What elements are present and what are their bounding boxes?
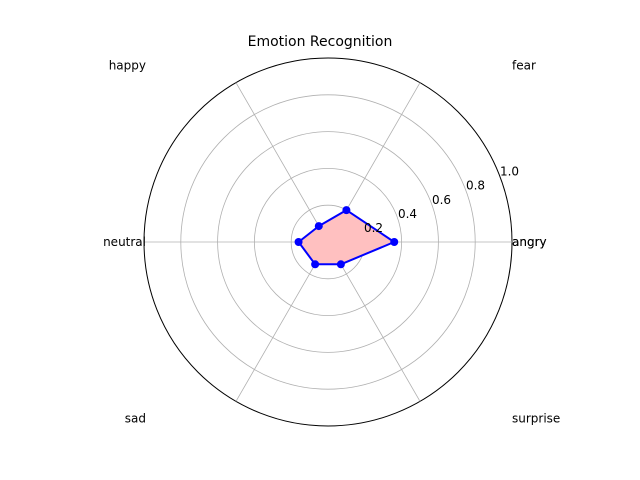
category-label-happy: happy: [109, 58, 146, 72]
category-label-surprise: surprise: [512, 412, 560, 426]
data-point-surprise: [336, 260, 345, 269]
category-label-angry: angry: [512, 235, 547, 249]
data-point-angry: [390, 238, 399, 246]
series-fill: [298, 210, 395, 265]
data-point-sad: [311, 260, 320, 269]
grid-spoke: [235, 241, 329, 402]
grid-layer: [143, 57, 513, 427]
label-layer: 0.2 0.4 0.6 0.8 1.0 angry fear happy neutral sad s…: [103, 58, 560, 425]
data-point-fear: [342, 206, 351, 215]
data-point-neutral: [294, 238, 303, 246]
data-layer: [294, 206, 399, 269]
r-tick-label: 0.8: [466, 179, 485, 193]
data-point-happy: [314, 222, 323, 231]
r-tick-label: 0.2: [364, 221, 383, 235]
r-tick-label: 0.4: [398, 207, 417, 221]
category-label-sad: sad: [125, 412, 146, 426]
category-label-neutral: neutral: [103, 235, 146, 249]
closing-category-label: angry: [512, 235, 547, 249]
category-label-fear: fear: [512, 58, 536, 72]
r-tick-label: 0.6: [432, 193, 451, 207]
r-tick-label: 1.0: [500, 165, 519, 179]
chart-title: Emotion Recognition: [248, 34, 393, 50]
grid-spoke: [327, 241, 421, 402]
grid-spoke: [235, 82, 329, 243]
